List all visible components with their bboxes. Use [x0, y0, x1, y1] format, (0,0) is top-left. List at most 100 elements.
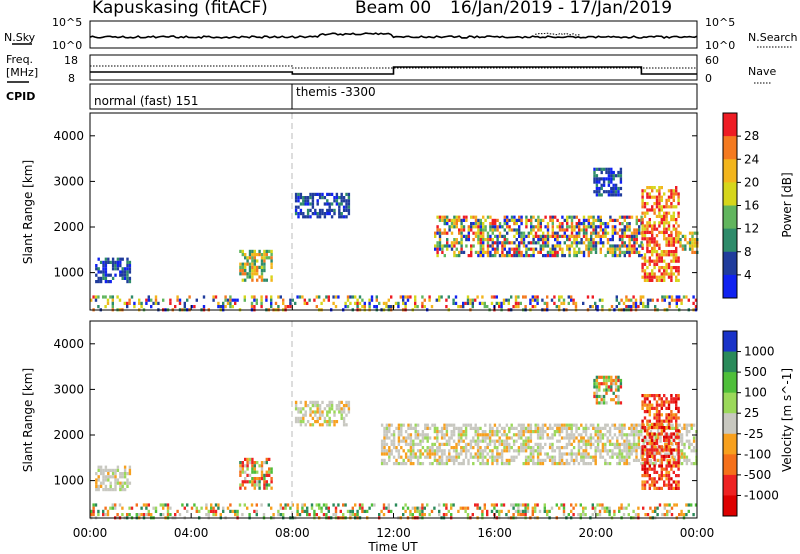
range-cell — [665, 432, 668, 436]
range-cell — [544, 238, 547, 242]
range-cell — [268, 256, 271, 260]
range-cell — [598, 167, 601, 171]
range-cell — [443, 426, 446, 430]
range-cell — [572, 458, 576, 462]
range-cell — [450, 436, 453, 440]
range-cell — [109, 488, 112, 492]
range-cell — [575, 426, 578, 430]
range-cell — [452, 449, 456, 453]
range-cell — [489, 250, 492, 254]
range-cell — [465, 234, 468, 238]
range-cell — [416, 423, 420, 427]
range-cell — [554, 254, 557, 258]
range-cell — [440, 458, 444, 462]
range-cell — [670, 298, 674, 302]
range-cell — [668, 458, 672, 462]
range-cell — [97, 478, 100, 482]
range-cell — [660, 186, 663, 190]
range-cell — [604, 222, 607, 226]
range-cell — [694, 503, 698, 507]
range-cell — [469, 442, 473, 446]
range-cell — [246, 457, 249, 461]
range-cell — [563, 228, 566, 232]
range-cell — [508, 225, 511, 229]
range-cell — [297, 416, 300, 420]
range-cell — [224, 295, 227, 299]
range-cell — [633, 238, 636, 242]
range-cell — [433, 436, 437, 440]
range-cell — [453, 241, 456, 245]
range-cell — [325, 506, 328, 510]
range-cell — [347, 400, 351, 404]
range-cell — [572, 513, 575, 517]
range-cell — [302, 420, 305, 424]
range-cell — [270, 298, 273, 302]
range-cell — [694, 305, 698, 309]
range-cell — [598, 180, 601, 184]
range-cell — [246, 473, 249, 477]
range-cell — [602, 378, 606, 383]
range-cell — [655, 234, 659, 238]
range-cell — [594, 426, 597, 430]
range-cell — [621, 244, 624, 248]
range-cell — [672, 243, 675, 247]
range-cell — [665, 214, 668, 218]
range-cell — [663, 394, 666, 398]
range-cell — [544, 215, 547, 219]
range-cell — [595, 382, 599, 386]
range-cell — [268, 470, 271, 474]
range-cell — [673, 426, 677, 430]
range-cell — [562, 509, 566, 513]
range-cell — [577, 433, 581, 437]
range-cell — [412, 462, 415, 466]
range-cell — [580, 433, 583, 437]
range-cell — [556, 234, 559, 238]
range-cell — [582, 222, 586, 226]
range-cell — [614, 218, 617, 222]
range-cell — [643, 480, 647, 484]
range-cell — [551, 215, 554, 219]
range-cell — [625, 446, 629, 450]
range-cell — [618, 452, 621, 456]
range-cell — [464, 509, 467, 513]
range-cell — [541, 462, 545, 466]
range-cell — [675, 416, 678, 420]
range-cell — [527, 234, 530, 238]
range-cell — [520, 234, 523, 238]
range-cell — [621, 250, 624, 254]
range-cell — [452, 503, 455, 507]
range-cell — [90, 513, 93, 517]
range-cell — [619, 180, 623, 184]
range-cell — [620, 436, 624, 440]
range-cell — [340, 215, 343, 219]
range-cell — [154, 295, 158, 299]
range-cell — [373, 305, 376, 309]
range-cell — [488, 423, 492, 427]
colorbar-tick-label: 8 — [744, 245, 752, 259]
range-cell — [529, 446, 533, 450]
range-cell — [553, 430, 557, 434]
range-cell — [486, 433, 489, 437]
range-cell — [623, 446, 626, 450]
velocity-plot-bg — [90, 321, 697, 518]
range-cell — [479, 244, 482, 248]
range-cell — [515, 222, 518, 226]
range-cell — [306, 196, 310, 200]
range-cell — [592, 238, 595, 242]
range-cell — [260, 256, 264, 260]
range-cell — [472, 238, 475, 242]
range-cell — [663, 298, 666, 302]
range-cell — [443, 222, 446, 226]
range-cell — [570, 241, 574, 245]
range-cell — [306, 513, 309, 517]
range-cell — [486, 462, 489, 466]
range-cell — [306, 420, 310, 424]
range-cell — [585, 247, 588, 251]
range-cell — [441, 247, 444, 251]
range-cell — [570, 218, 574, 222]
range-cell — [587, 250, 590, 254]
range-cell — [602, 234, 605, 238]
range-cell — [604, 225, 607, 229]
range-cell — [251, 249, 254, 253]
range-cell — [633, 234, 636, 238]
